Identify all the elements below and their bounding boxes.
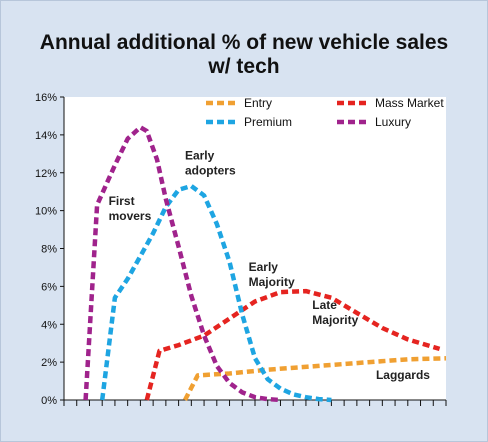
legend-label: Mass Market bbox=[375, 96, 444, 110]
y-tick-label: 10% bbox=[35, 206, 57, 218]
y-tick-label: 2% bbox=[41, 357, 57, 369]
stage-annotation: Late bbox=[312, 298, 337, 312]
y-tick-label: 16% bbox=[35, 92, 57, 104]
y-tick-label: 8% bbox=[41, 244, 57, 256]
stage-annotation: Early bbox=[249, 260, 279, 274]
stage-annotation: Laggards bbox=[376, 368, 430, 382]
stage-annotation: adopters bbox=[185, 163, 236, 177]
stage-annotation: First bbox=[109, 194, 135, 208]
series-line-premium bbox=[99, 183, 332, 403]
y-tick-label: 6% bbox=[41, 281, 57, 293]
stage-annotation: Majority bbox=[249, 275, 295, 289]
legend-label: Luxury bbox=[375, 115, 411, 129]
stage-annotation: Early bbox=[185, 148, 215, 162]
stage-annotation: movers bbox=[109, 209, 152, 223]
y-tick-label: 4% bbox=[41, 319, 57, 331]
y-tick-label: 12% bbox=[35, 168, 57, 180]
series-line-luxury bbox=[83, 125, 281, 403]
plot-area bbox=[64, 97, 446, 400]
chart-title: Annual additional % of new vehicle sales… bbox=[1, 31, 487, 79]
legend-label: Entry bbox=[244, 96, 272, 110]
series-line-entry bbox=[183, 356, 447, 402]
series-line-mass-market bbox=[144, 288, 441, 401]
y-tick-label: 0% bbox=[41, 395, 57, 407]
legend-label: Premium bbox=[244, 115, 292, 129]
chart-title-line-2: w/ tech bbox=[208, 55, 280, 78]
y-tick-label: 14% bbox=[35, 130, 57, 142]
stage-annotation: Majority bbox=[312, 313, 358, 327]
chart-title-line-1: Annual additional % of new vehicle sales bbox=[39, 31, 449, 54]
